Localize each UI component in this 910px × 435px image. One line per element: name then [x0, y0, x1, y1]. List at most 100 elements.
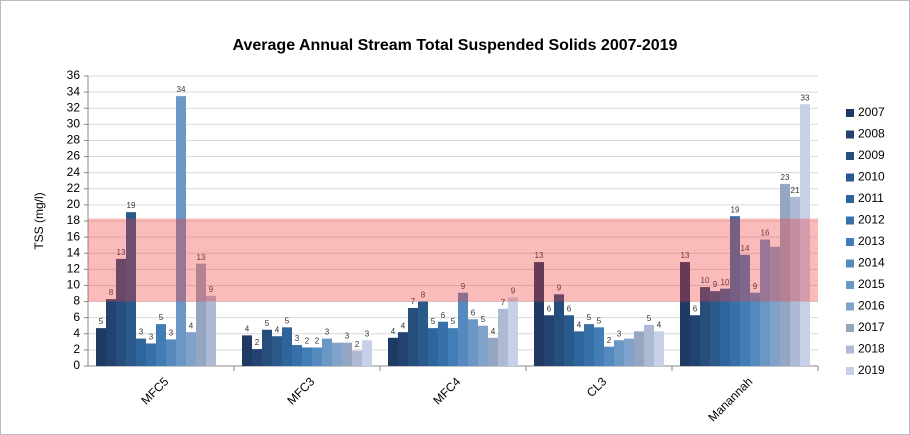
bar	[508, 297, 518, 366]
legend-label: 2014	[858, 256, 885, 270]
data-label: 16	[761, 229, 770, 238]
bar	[312, 347, 322, 366]
bar	[544, 315, 554, 366]
bar	[740, 254, 750, 366]
y-tick-label: 32	[67, 100, 81, 114]
data-label: 3	[345, 332, 350, 341]
bar	[750, 292, 760, 366]
y-tick-label: 14	[67, 245, 81, 259]
y-tick-label: 26	[67, 149, 81, 163]
bar	[352, 350, 362, 366]
data-label: 5	[647, 314, 652, 323]
data-label: 4	[657, 320, 662, 329]
data-label: 13	[535, 251, 544, 260]
data-label: 4	[245, 324, 250, 333]
legend-label: 2017	[858, 320, 885, 334]
bar	[498, 308, 508, 366]
data-label: 2	[255, 338, 260, 347]
legend-label: 2015	[858, 277, 885, 291]
bar	[428, 328, 438, 366]
bar	[564, 315, 574, 366]
data-label: 6	[441, 311, 446, 320]
bar	[458, 292, 468, 366]
bar	[146, 343, 156, 366]
data-label: 33	[801, 93, 810, 102]
data-label: 7	[411, 297, 416, 306]
y-tick-label: 28	[67, 133, 81, 147]
bar	[408, 308, 418, 366]
bar	[468, 319, 478, 366]
bar	[654, 331, 664, 366]
data-label: 4	[391, 327, 396, 336]
legend-label: 2016	[858, 299, 885, 313]
bar	[730, 216, 740, 366]
data-label: 3	[169, 329, 174, 338]
legend-swatch	[846, 173, 854, 182]
y-tick-label: 34	[67, 84, 81, 98]
bar	[206, 295, 216, 366]
bar	[680, 262, 690, 366]
data-label: 5	[159, 313, 164, 322]
data-label: 5	[285, 316, 290, 325]
bar	[634, 331, 644, 366]
bar	[282, 327, 292, 366]
data-label: 34	[177, 85, 186, 94]
data-label: 4	[189, 321, 194, 330]
data-label: 8	[109, 288, 114, 297]
data-label: 6	[547, 304, 552, 313]
data-label: 3	[139, 328, 144, 337]
data-label: 8	[421, 291, 426, 300]
legend-swatch	[846, 345, 854, 354]
data-label: 5	[587, 313, 592, 322]
data-label: 9	[461, 282, 466, 291]
bar	[554, 294, 564, 366]
legend-swatch	[846, 259, 854, 268]
legend-swatch	[846, 216, 854, 225]
data-label: 9	[753, 282, 758, 291]
bar	[196, 263, 206, 366]
data-label: 2	[355, 340, 360, 349]
data-label: 4	[577, 320, 582, 329]
data-label: 21	[791, 186, 800, 195]
y-tick-label: 12	[67, 262, 81, 276]
legend-swatch	[846, 281, 854, 289]
bar	[362, 340, 372, 366]
data-label: 6	[567, 304, 572, 313]
bar	[690, 315, 700, 366]
y-axis-label: TSS (mg/l)	[32, 192, 46, 249]
bar	[418, 301, 428, 366]
data-label: 2	[607, 336, 612, 345]
legend-label: 2012	[858, 213, 885, 227]
y-tick-label: 20	[67, 197, 81, 211]
y-tick-label: 8	[73, 294, 80, 308]
data-label: 2	[315, 337, 320, 346]
bar	[342, 342, 352, 366]
bar	[156, 324, 166, 366]
data-label: 5	[481, 315, 486, 324]
bar	[176, 96, 186, 366]
data-label: 4	[275, 325, 280, 334]
data-label: 5	[451, 317, 456, 326]
bar	[700, 287, 710, 366]
y-tick-label: 22	[67, 181, 81, 195]
bar	[604, 346, 614, 366]
bar	[262, 329, 272, 366]
data-label: 9	[713, 280, 718, 289]
data-label: 5	[597, 316, 602, 325]
legend-swatch	[846, 238, 854, 246]
legend-label: 2009	[858, 148, 885, 162]
legend-swatch	[846, 109, 854, 117]
data-label: 19	[731, 205, 740, 214]
legend-label: 2018	[858, 342, 885, 356]
data-label: 13	[681, 251, 690, 260]
data-label: 5	[99, 317, 104, 326]
bar	[252, 349, 262, 366]
data-label: 5	[431, 317, 436, 326]
bar	[780, 183, 790, 366]
y-tick-label: 30	[67, 117, 81, 131]
bar	[790, 196, 800, 366]
bar	[302, 347, 312, 366]
bar	[624, 338, 634, 366]
data-label: 13	[117, 248, 126, 257]
